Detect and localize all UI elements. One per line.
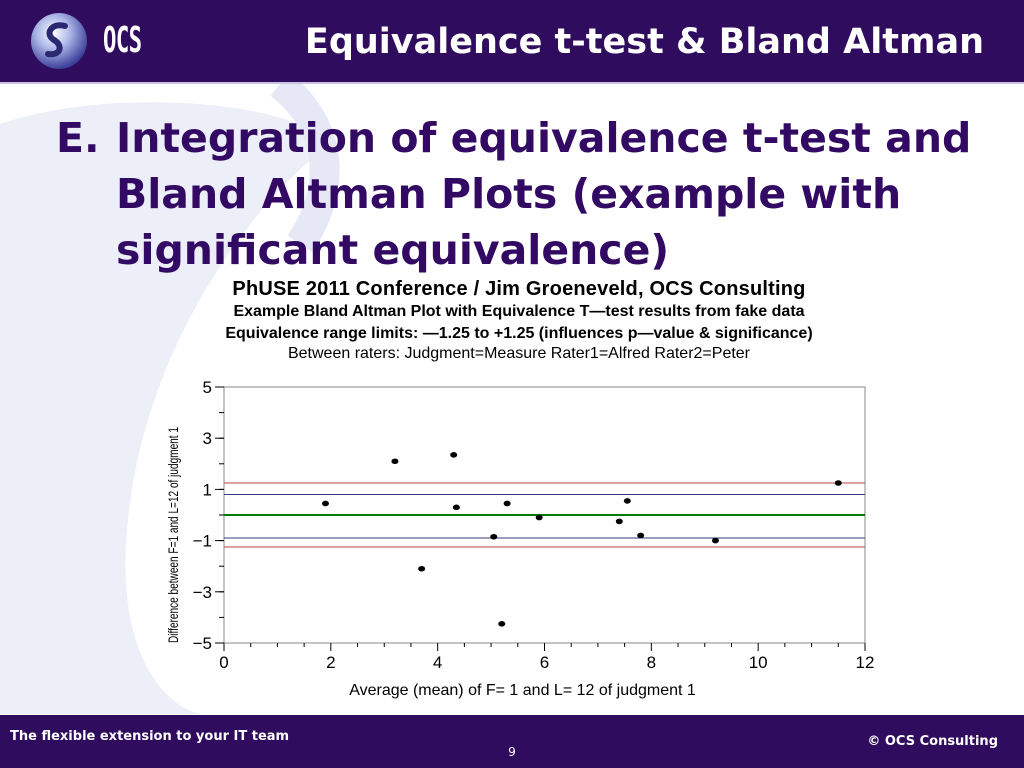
y-axis-label: Difference between F=1 and L=12 of judgm… — [165, 427, 181, 643]
data-point — [391, 458, 399, 465]
ocs-logo-text: OCS — [103, 20, 142, 61]
data-point — [615, 518, 623, 525]
y-tick-label: 5 — [203, 378, 212, 397]
heading-prefix: E. — [56, 114, 100, 162]
data-point — [623, 498, 631, 504]
x-tick-label: 6 — [540, 653, 549, 672]
background-swoosh — [0, 84, 340, 714]
data-point — [498, 621, 506, 627]
slide-header: OCS Equivalence t-test & Bland Altman — [0, 0, 1024, 84]
footer-copyright: © OCS Consulting — [867, 734, 998, 749]
chart-subtitle-2: Equivalence range limits: —1.25 to +1.25… — [225, 325, 813, 342]
slide-footer: The flexible extension to your IT team 9… — [0, 715, 1024, 768]
x-axis-label: Average (mean) of F= 1 and L= 12 of judg… — [349, 682, 696, 699]
x-tick-label: 2 — [326, 653, 335, 672]
data-point — [535, 514, 543, 521]
y-tick-label: 1 — [203, 480, 212, 499]
x-tick-label: 0 — [219, 653, 228, 672]
data-point — [503, 500, 511, 507]
data-point — [418, 565, 426, 572]
y-tick-label: −1 — [193, 532, 212, 551]
x-tick-label: 4 — [433, 653, 442, 672]
y-tick-label: −5 — [193, 634, 212, 653]
data-point — [450, 452, 458, 458]
data-point — [490, 533, 498, 540]
y-tick-label: −3 — [193, 583, 212, 602]
data-point — [711, 537, 719, 544]
slide-heading: E. Integration of equivalence t-test and… — [56, 110, 996, 278]
data-point — [452, 504, 460, 511]
x-tick-label: 8 — [647, 653, 656, 672]
chart-subtitle-1: Example Bland Altman Plot with Equivalen… — [233, 303, 805, 320]
x-tick-label: 10 — [749, 653, 768, 672]
header-title: Equivalence t-test & Bland Altman — [304, 22, 984, 62]
footer-tagline: The flexible extension to your IT team — [10, 729, 290, 744]
data-point — [834, 480, 842, 486]
page-number: 9 — [508, 745, 516, 759]
ocs-logo-icon — [31, 13, 87, 69]
data-point — [637, 532, 645, 539]
y-tick-label: 3 — [203, 429, 212, 448]
chart-title: PhUSE 2011 Conference / Jim Groeneveld, … — [232, 278, 806, 300]
heading-text: Integration of equivalence t-test and Bl… — [116, 114, 972, 274]
chart-subtitle-3: Between raters: Judgment=Measure Rater1=… — [287, 345, 751, 362]
chart-title-block: PhUSE 2011 Conference / Jim Groeneveld, … — [108, 277, 930, 363]
x-tick-label: 12 — [856, 653, 875, 672]
data-point — [321, 500, 329, 507]
